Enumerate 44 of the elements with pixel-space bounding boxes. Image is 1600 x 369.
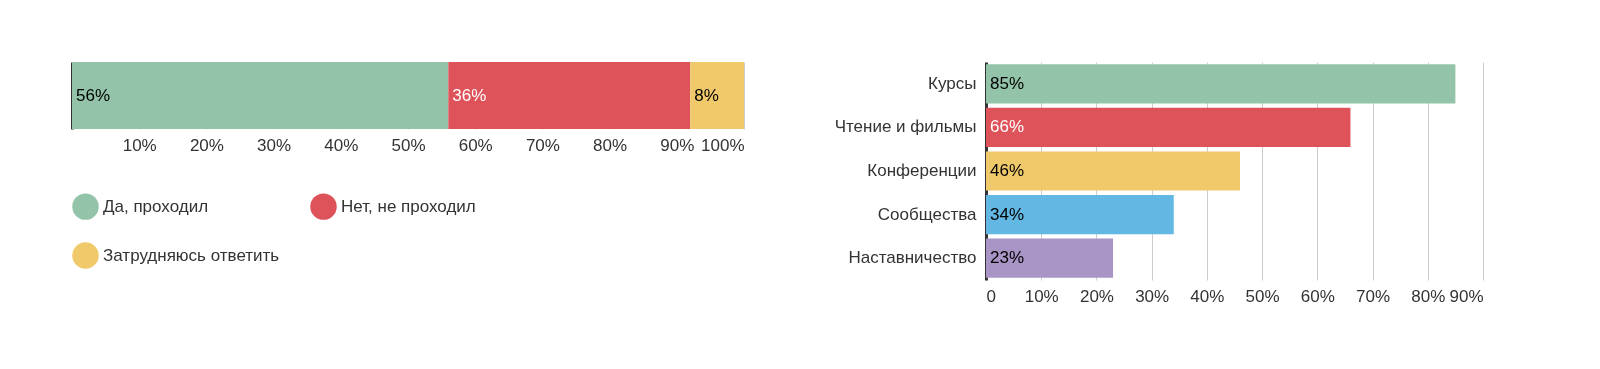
x-tick-label: 40% <box>1190 286 1225 306</box>
x-tick-label: 0 <box>986 286 996 306</box>
x-tick-label: 60% <box>458 135 493 155</box>
x-tick-label: 100% <box>701 135 745 155</box>
x-tick-label: 30% <box>257 135 292 155</box>
x-tick-label: 70% <box>1356 286 1391 306</box>
y-tick-label: Сообщества <box>877 204 978 224</box>
bar <box>986 64 1456 104</box>
x-tick-label: 10% <box>1024 286 1059 306</box>
data-label: 23% <box>990 248 1025 268</box>
x-tick-label: 40% <box>324 135 359 155</box>
x-tick-label: 80% <box>593 135 628 155</box>
bar <box>986 194 1174 235</box>
y-tick-label: Чтение и фильмы <box>834 117 977 137</box>
text: 36% <box>452 85 487 105</box>
bar <box>448 62 691 129</box>
data-label: 66% <box>990 117 1025 137</box>
legend-label: Нет, не проходил <box>341 196 476 216</box>
x-tick-label: 20% <box>1079 286 1114 306</box>
x-tick-label: 20% <box>189 135 224 155</box>
y-tick-label: Наставничество <box>848 248 977 268</box>
x-tick-label: 90% <box>660 135 695 155</box>
bar <box>986 238 1114 278</box>
text: 8% <box>694 85 719 105</box>
bar <box>986 107 1351 148</box>
x-tick-label: 80% <box>1411 286 1446 306</box>
x-tick-label: 90% <box>1449 286 1484 306</box>
text: 56% <box>76 85 111 105</box>
bar <box>690 62 744 129</box>
legend-label: Затрудняюсь ответить <box>103 245 280 265</box>
data-label: 46% <box>990 161 1025 180</box>
bar <box>986 151 1241 191</box>
data-label: 85% <box>990 73 1025 93</box>
y-tick-label: Конференции <box>867 161 977 180</box>
legend-label: Да, проходил <box>103 196 209 216</box>
data-label: 34% <box>990 204 1025 224</box>
x-tick-label: 60% <box>1300 286 1335 306</box>
x-tick-label: 30% <box>1135 286 1170 306</box>
x-tick-label: 70% <box>525 135 560 155</box>
bar <box>72 62 449 129</box>
x-tick-label: 10% <box>122 135 157 155</box>
x-tick-label: 50% <box>391 135 426 155</box>
x-tick-label: 50% <box>1245 286 1280 306</box>
y-tick-label: Курсы <box>928 73 977 93</box>
